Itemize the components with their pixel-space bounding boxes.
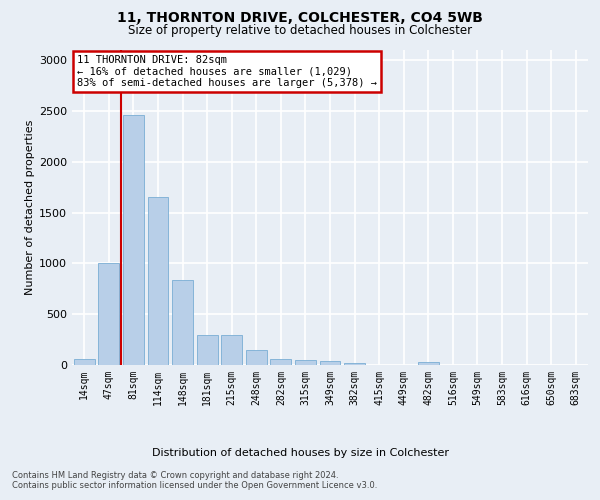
Bar [172, 280, 193, 365]
Bar [320, 361, 340, 365]
Bar [246, 350, 267, 365]
Text: Size of property relative to detached houses in Colchester: Size of property relative to detached ho… [128, 24, 472, 37]
Text: 11 THORNTON DRIVE: 82sqm
← 16% of detached houses are smaller (1,029)
83% of sem: 11 THORNTON DRIVE: 82sqm ← 16% of detach… [77, 54, 377, 88]
Text: Distribution of detached houses by size in Colchester: Distribution of detached houses by size … [151, 448, 449, 458]
Bar [295, 360, 316, 365]
Bar [98, 264, 119, 365]
Text: 11, THORNTON DRIVE, COLCHESTER, CO4 5WB: 11, THORNTON DRIVE, COLCHESTER, CO4 5WB [117, 11, 483, 25]
Text: Contains public sector information licensed under the Open Government Licence v3: Contains public sector information licen… [12, 481, 377, 490]
Bar [344, 363, 365, 365]
Bar [271, 360, 292, 365]
Y-axis label: Number of detached properties: Number of detached properties [25, 120, 35, 295]
Bar [221, 334, 242, 365]
Bar [197, 334, 218, 365]
Bar [418, 362, 439, 365]
Text: Contains HM Land Registry data © Crown copyright and database right 2024.: Contains HM Land Registry data © Crown c… [12, 471, 338, 480]
Bar [74, 360, 95, 365]
Bar [148, 198, 169, 365]
Bar [123, 115, 144, 365]
